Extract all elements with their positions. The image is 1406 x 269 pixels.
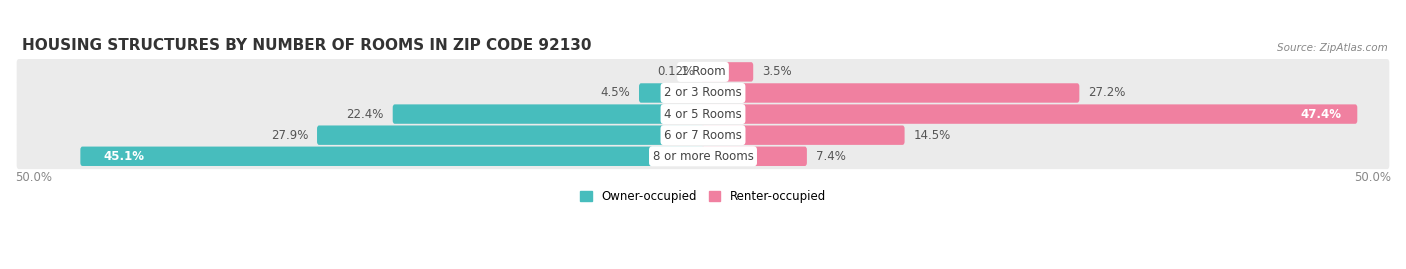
FancyBboxPatch shape bbox=[316, 125, 704, 145]
FancyBboxPatch shape bbox=[17, 101, 1389, 127]
FancyBboxPatch shape bbox=[17, 122, 1389, 148]
Text: 14.5%: 14.5% bbox=[914, 129, 950, 142]
Text: 8 or more Rooms: 8 or more Rooms bbox=[652, 150, 754, 163]
Text: 4.5%: 4.5% bbox=[600, 86, 630, 100]
Text: 1 Room: 1 Room bbox=[681, 65, 725, 78]
Legend: Owner-occupied, Renter-occupied: Owner-occupied, Renter-occupied bbox=[579, 190, 827, 203]
Text: 2 or 3 Rooms: 2 or 3 Rooms bbox=[664, 86, 742, 100]
FancyBboxPatch shape bbox=[638, 83, 704, 103]
Text: 3.5%: 3.5% bbox=[762, 65, 792, 78]
FancyBboxPatch shape bbox=[702, 125, 904, 145]
Text: 4 or 5 Rooms: 4 or 5 Rooms bbox=[664, 108, 742, 121]
FancyBboxPatch shape bbox=[17, 59, 1389, 85]
Text: 22.4%: 22.4% bbox=[346, 108, 384, 121]
Text: 0.12%: 0.12% bbox=[657, 65, 695, 78]
FancyBboxPatch shape bbox=[392, 104, 704, 124]
Text: Source: ZipAtlas.com: Source: ZipAtlas.com bbox=[1278, 43, 1388, 52]
Text: 47.4%: 47.4% bbox=[1301, 108, 1341, 121]
Text: 6 or 7 Rooms: 6 or 7 Rooms bbox=[664, 129, 742, 142]
FancyBboxPatch shape bbox=[17, 143, 1389, 169]
Text: 27.9%: 27.9% bbox=[271, 129, 308, 142]
Text: 50.0%: 50.0% bbox=[15, 171, 52, 184]
Text: 50.0%: 50.0% bbox=[1354, 171, 1391, 184]
FancyBboxPatch shape bbox=[702, 83, 1080, 103]
Text: 45.1%: 45.1% bbox=[103, 150, 143, 163]
FancyBboxPatch shape bbox=[702, 104, 1357, 124]
FancyBboxPatch shape bbox=[80, 147, 704, 166]
Text: 27.2%: 27.2% bbox=[1088, 86, 1126, 100]
Text: 7.4%: 7.4% bbox=[815, 150, 845, 163]
FancyBboxPatch shape bbox=[702, 147, 807, 166]
FancyBboxPatch shape bbox=[702, 62, 754, 82]
Text: HOUSING STRUCTURES BY NUMBER OF ROOMS IN ZIP CODE 92130: HOUSING STRUCTURES BY NUMBER OF ROOMS IN… bbox=[22, 37, 592, 52]
FancyBboxPatch shape bbox=[17, 80, 1389, 106]
